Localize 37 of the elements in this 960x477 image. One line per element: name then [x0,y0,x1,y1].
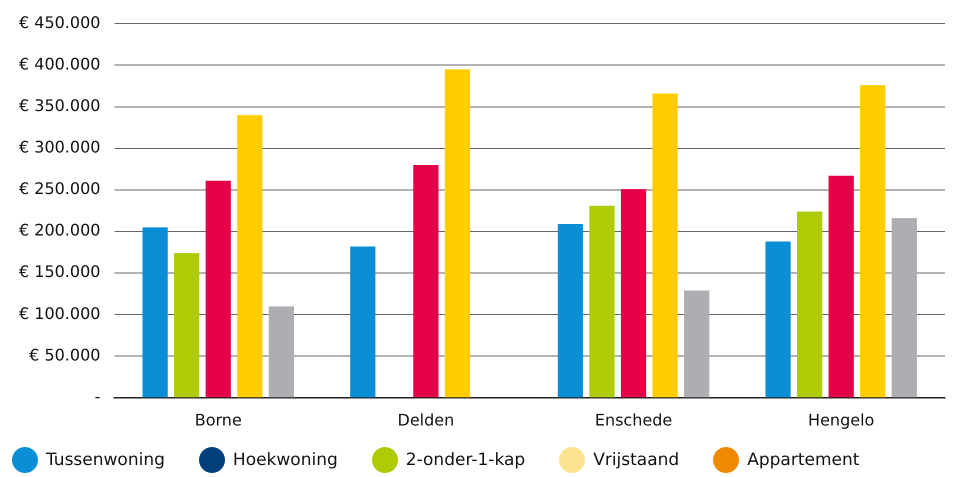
y-tick-label: € 450.000 [18,12,100,32]
bar [828,176,854,398]
y-tick-label: € 250.000 [18,179,100,198]
bar [413,164,439,398]
bar [765,241,791,398]
bar [796,212,822,398]
bar [350,246,376,398]
x-tick-label: Delden [398,410,454,430]
x-tick-label: Borne [194,410,242,430]
legend-label: 2-onder-1-kap [406,450,526,470]
bar [444,69,470,398]
legend-label: Vrijstaand [593,450,680,470]
y-tick-label: € 400.000 [18,54,100,74]
bar [558,224,584,398]
bar [206,180,231,398]
legend-label: Hoekwoning [232,450,338,470]
bar [860,85,886,398]
bar [268,306,294,398]
x-tick-label: Hengelo [808,410,874,430]
y-tick-label: € 350.000 [18,96,100,115]
x-tick-label: Enschede [594,410,672,430]
legend-label: Tussenwoning [46,450,165,470]
bar [892,218,917,398]
bar [589,206,615,398]
y-tick-label: € 200.000 [18,220,100,240]
y-tick-label: € 50.000 [29,345,100,364]
bar [620,189,646,398]
y-tick-label: € 150.000 [18,262,100,282]
legend-label: Appartement [747,450,860,470]
y-tick-label: € 100.000 [18,304,100,323]
bar [652,93,678,398]
bar [142,227,168,398]
bar [684,290,710,398]
y-tick-label: € 300.000 [18,137,100,156]
y-tick-label: - [94,386,100,406]
bar [237,115,262,398]
bar [174,253,200,398]
